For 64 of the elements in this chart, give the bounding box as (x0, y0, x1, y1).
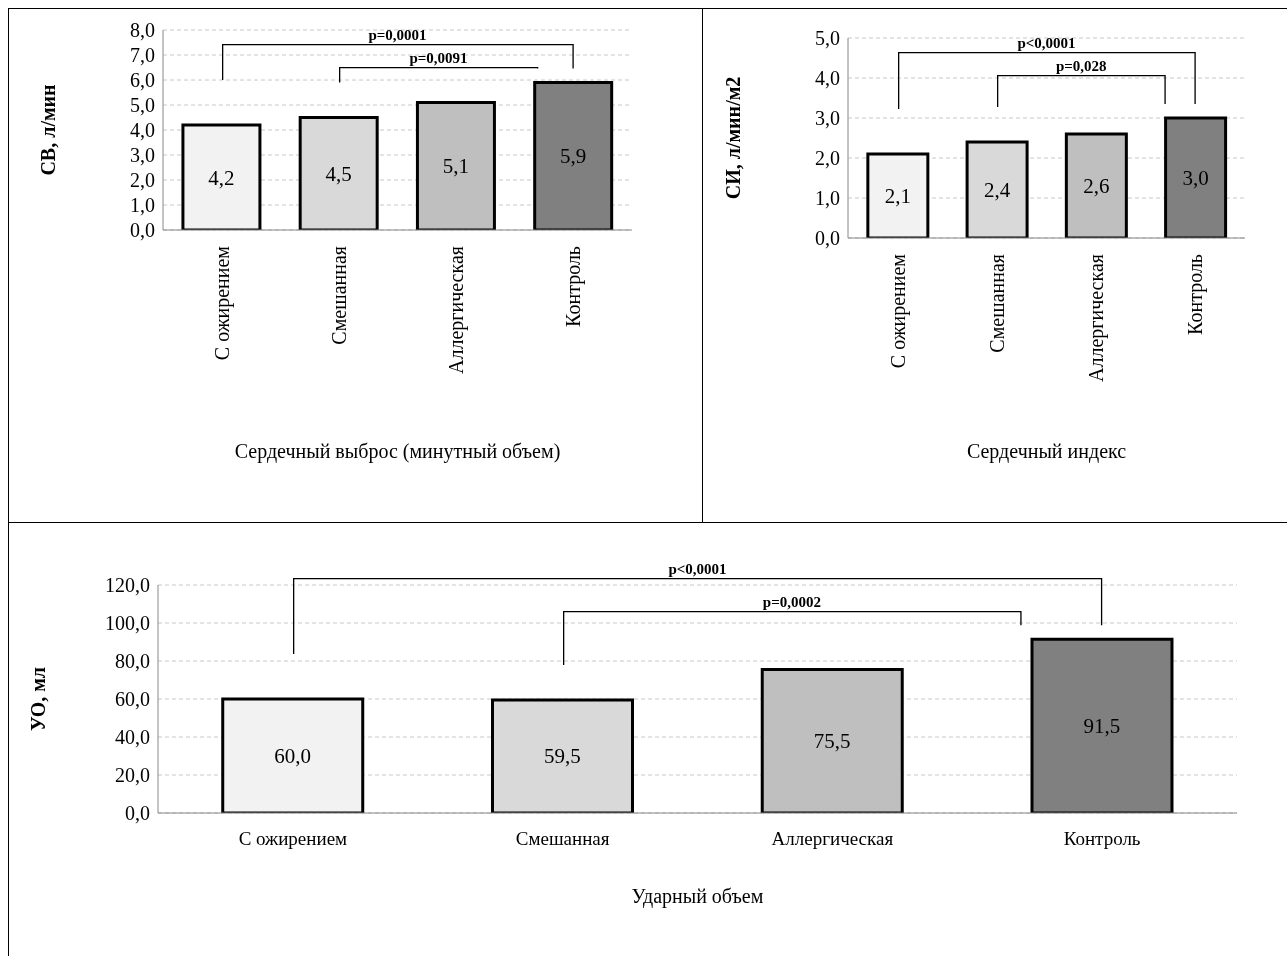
data-label: 5,9 (560, 144, 587, 169)
data-label: 4,5 (325, 161, 352, 186)
x-tick-label: Смешанная (327, 246, 350, 345)
text: p<0,0001 (668, 561, 727, 577)
x-tick-label: Контроль (1184, 254, 1208, 335)
data-label: 4,2 (208, 165, 235, 190)
x-tick-label: С ожирением (210, 245, 234, 361)
y-tick-label: 6,0 (130, 69, 155, 92)
y-tick-label: 1,0 (815, 187, 840, 210)
y-tick-label: 100,0 (105, 612, 150, 635)
y-tick-label: 0,0 (130, 219, 155, 242)
y-tick-label: 3,0 (130, 144, 155, 167)
data-label: 75,5 (813, 729, 851, 754)
data-label: 2,4 (983, 178, 1011, 202)
x-tick-label: Смешанная (515, 828, 610, 849)
data-label: 60,0 (274, 744, 312, 768)
bar (298, 116, 379, 230)
data-label: 59,5 (544, 744, 581, 769)
x-tick-label: Смешанная (985, 254, 1008, 353)
x-tick-label: Контроль (1063, 828, 1141, 849)
data-label: 2,1 (884, 184, 911, 208)
data-label: 91,5 (1083, 714, 1121, 739)
y-tick-label: 0,0 (125, 802, 150, 825)
y-axis-title: УО, мл (27, 666, 50, 732)
x-axis-title: Ударный объем (630, 885, 765, 908)
y-tick-label: 7,0 (130, 44, 155, 67)
y-tick-label: 5,0 (815, 27, 840, 50)
y-tick-label: 0,0 (815, 227, 840, 250)
annotation: p<0,0001 (1017, 35, 1076, 51)
bar (490, 698, 634, 813)
y-axis-title: СИ, л/мин/м2 (722, 76, 745, 200)
x-tick-label: С ожирением (886, 253, 910, 369)
y-tick-label: 2,0 (815, 147, 840, 170)
y-tick-label: 120,0 (105, 574, 150, 597)
data-label: 2,6 (1083, 174, 1110, 198)
annotation: p=0,0001 (368, 27, 427, 43)
y-tick-label: 4,0 (815, 67, 840, 90)
y-axis-title: СВ, л/мин (37, 84, 60, 176)
x-tick-label: Аллергическая (1085, 254, 1109, 382)
annotation: p=0,0091 (409, 50, 468, 66)
annotation: p=0,0002 (762, 594, 821, 610)
x-tick-label: Контроль (562, 246, 586, 327)
y-tick-label: 1,0 (130, 194, 155, 217)
data-label: 3,0 (1182, 166, 1209, 190)
y-tick-label: 4,0 (130, 119, 155, 142)
x-axis-title: Сердечный индекс (965, 440, 1128, 463)
x-tick-label: Аллергическая (771, 828, 894, 849)
x-tick-label: Аллергическая (445, 246, 469, 374)
x-axis-title: Сердечный выброс (минутный объем) (233, 440, 562, 463)
y-tick-label: 2,0 (130, 169, 155, 192)
bar (181, 123, 262, 230)
bar (866, 152, 930, 238)
y-tick-label: 8,0 (130, 19, 155, 42)
y-tick-label: 20,0 (115, 764, 150, 787)
data-label: 5,1 (442, 154, 470, 179)
annotation: p=0,028 (1055, 58, 1107, 74)
y-tick-label: 80,0 (115, 650, 150, 673)
y-tick-label: 3,0 (815, 107, 840, 130)
y-tick-label: 5,0 (130, 94, 155, 117)
bar (965, 140, 1029, 238)
y-tick-label: 40,0 (115, 726, 150, 749)
x-tick-label: С ожирением (238, 828, 348, 849)
bar (221, 697, 365, 813)
y-tick-label: 60,0 (115, 688, 150, 711)
